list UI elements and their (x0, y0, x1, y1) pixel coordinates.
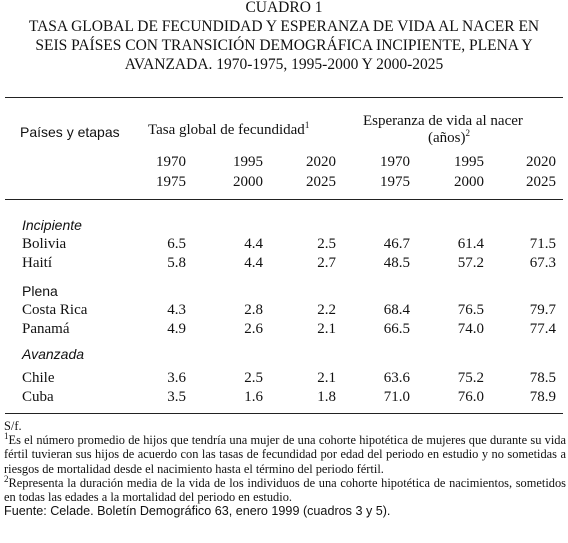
table-cell: 2.8 (244, 302, 263, 318)
table-cell: 57.2 (457, 255, 484, 271)
note-2-text: Representa la duración media de la vida … (4, 475, 566, 505)
period-start-year: 1995 (454, 154, 484, 170)
table-title-line-1: TASA GLOBAL DE FECUNDIDAD Y ESPERANZA DE… (28, 18, 540, 35)
table-cell: 4.4 (244, 236, 263, 252)
life-expectancy-unit-label: (años) (428, 130, 466, 146)
col-header-countries: Países y etapas (20, 124, 120, 140)
table-cell: 6.5 (167, 236, 186, 252)
table-cell: 48.5 (383, 255, 410, 271)
col-header-life-expectancy-unit: (años)2 (428, 129, 470, 147)
table-number: CUADRO 1 (245, 0, 323, 16)
table-cell: 67.3 (529, 255, 556, 271)
table-cell: 71.5 (529, 236, 556, 252)
table-cell: 63.6 (383, 370, 410, 386)
note-1-text: Es el número promedio de hijos que tendr… (4, 433, 566, 476)
country-name: Costa Rica (22, 302, 88, 318)
table-cell: 76.0 (457, 389, 484, 405)
note-1: 1Es el número promedio de hijos que tend… (4, 431, 566, 476)
fertility-note-mark: 1 (304, 120, 310, 130)
life-expectancy-note-mark: 2 (465, 128, 471, 138)
table-cell: 3.6 (167, 370, 186, 386)
table-cell: 66.5 (383, 321, 410, 337)
country-name: Chile (22, 370, 55, 386)
col-header-life-expectancy: Esperanza de vida al nacer (363, 113, 523, 129)
note-source: Fuente: Celade. Boletín Demográfico 63, … (4, 504, 391, 519)
table-cell: 1.6 (244, 389, 263, 405)
period-end-year: 2025 (306, 174, 336, 190)
table-cell: 2.6 (244, 321, 263, 337)
table-cell: 78.9 (529, 389, 556, 405)
table-cell: 77.4 (529, 321, 556, 337)
period-start-year: 1995 (233, 154, 263, 170)
period-start-year: 2020 (526, 154, 556, 170)
top-rule (5, 97, 563, 98)
table-cell: 78.5 (529, 370, 556, 386)
table-cell: 76.5 (457, 302, 484, 318)
table-cell: 5.8 (167, 255, 186, 271)
period-start-year: 1970 (380, 154, 410, 170)
table-cell: 2.7 (317, 255, 336, 271)
table-cell: 46.7 (383, 236, 410, 252)
table-title-line-3: AVANZADA. 1970-1975, 1995-2000 Y 2000-20… (124, 56, 444, 73)
period-end-year: 2000 (233, 174, 263, 190)
table-title-line-2: SEIS PAÍSES CON TRANSICIÓN DEMOGRÁFICA I… (35, 37, 533, 54)
group-label: Incipiente (22, 217, 82, 233)
table-cell: 1.8 (317, 389, 336, 405)
period-end-year: 2025 (526, 174, 556, 190)
table-cell: 3.5 (167, 389, 186, 405)
country-name: Bolivia (22, 236, 67, 252)
table-cell: 2.2 (317, 302, 336, 318)
table-cell: 4.9 (167, 321, 186, 337)
table-cell: 68.4 (383, 302, 410, 318)
table-cell: 4.3 (167, 302, 186, 318)
fertility-label: Tasa global de fecundidad (148, 122, 305, 138)
country-name: Panamá (22, 321, 70, 337)
table-cell: 2.5 (317, 236, 336, 252)
table-notes: S/f. 1Es el número promedio de hijos que… (4, 419, 566, 518)
period-end-year: 1975 (156, 174, 186, 190)
group-label: Plena (22, 283, 58, 299)
table-cell: 61.4 (457, 236, 484, 252)
bottom-rule (5, 413, 563, 414)
col-header-fertility: Tasa global de fecundidad1 (148, 121, 309, 139)
header-rule (5, 199, 563, 200)
country-name: Haití (22, 255, 52, 271)
table-cell: 79.7 (529, 302, 556, 318)
period-end-year: 1975 (380, 174, 410, 190)
note-sf: S/f. (4, 419, 22, 433)
table-cell: 4.4 (244, 255, 263, 271)
table-cell: 71.0 (383, 389, 410, 405)
table-cell: 75.2 (457, 370, 484, 386)
note-1-mark: 1 (4, 431, 9, 442)
table-cell: 2.1 (317, 370, 336, 386)
period-end-year: 2000 (454, 174, 484, 190)
note-2-mark: 2 (4, 473, 9, 484)
table-cell: 2.5 (244, 370, 263, 386)
country-name: Cuba (22, 389, 54, 405)
table-cell: 2.1 (317, 321, 336, 337)
period-start-year: 2020 (306, 154, 336, 170)
table-cell: 74.0 (457, 321, 484, 337)
group-label: Avanzada (22, 346, 85, 362)
period-start-year: 1970 (156, 154, 186, 170)
note-2: 2Representa la duración media de la vida… (4, 473, 566, 505)
